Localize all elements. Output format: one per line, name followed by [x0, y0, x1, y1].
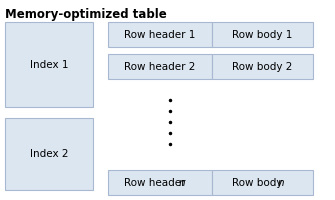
Bar — [212, 54, 313, 79]
Bar — [108, 170, 212, 195]
Text: Index 2: Index 2 — [30, 149, 68, 159]
Text: Row body 2: Row body 2 — [232, 62, 293, 72]
Text: Index 1: Index 1 — [30, 60, 68, 70]
Text: n: n — [277, 178, 284, 188]
Text: Row body: Row body — [231, 178, 285, 188]
Text: Row header 1: Row header 1 — [124, 29, 196, 40]
Text: Memory-optimized table: Memory-optimized table — [5, 8, 167, 21]
Bar — [108, 54, 212, 79]
Bar — [5, 118, 93, 190]
Text: Row body 1: Row body 1 — [232, 29, 293, 40]
Bar — [212, 170, 313, 195]
Bar — [108, 22, 212, 47]
Text: Row header 2: Row header 2 — [124, 62, 196, 72]
Text: n: n — [179, 178, 185, 188]
Bar — [5, 22, 93, 107]
Text: Row header: Row header — [124, 178, 188, 188]
Bar — [212, 22, 313, 47]
